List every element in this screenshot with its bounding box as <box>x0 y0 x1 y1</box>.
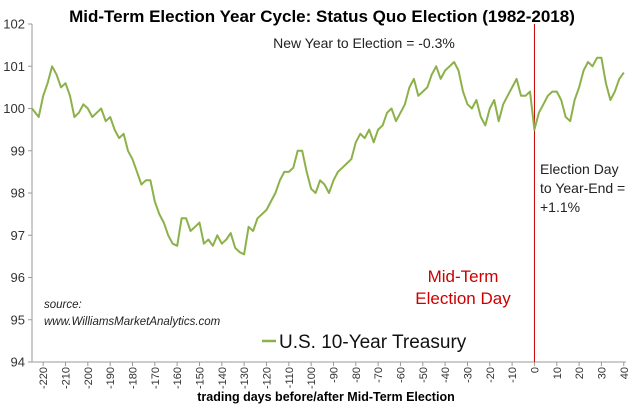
x-tick-label: -20 <box>485 367 497 383</box>
x-tick-label: -220 <box>38 367 50 389</box>
x-axis-label: trading days before/after Mid-Term Elect… <box>197 390 454 404</box>
x-tick-label: 40 <box>619 367 631 379</box>
x-tick-label: -80 <box>351 367 363 383</box>
election-day-label-line1: Mid-Term <box>428 267 499 286</box>
x-tick-label: 30 <box>596 367 608 379</box>
ytd-annotation: New Year to Election = -0.3% <box>273 35 455 51</box>
election-day-label-line2: Election Day <box>415 289 511 308</box>
x-tick-label: -130 <box>239 367 251 389</box>
x-tick-label: -210 <box>60 367 72 389</box>
x-tick-label: -150 <box>194 367 206 389</box>
y-tick-label: 100 <box>3 101 25 116</box>
x-tick-label: -120 <box>261 367 273 389</box>
post-election-annotation-line1: Election Day <box>540 161 619 177</box>
x-tick-label: -170 <box>150 367 162 389</box>
y-tick-label: 102 <box>3 17 25 32</box>
x-tick-label: -180 <box>127 367 139 389</box>
x-ticks: -220 -210 -200 -190 -180 -170 -160 -150 -140 -130… <box>38 362 631 389</box>
x-tick-label: -60 <box>395 367 407 383</box>
x-tick-label: -10 <box>507 367 519 383</box>
y-tick-label: 94 <box>11 355 25 370</box>
x-tick-label: -110 <box>284 367 296 388</box>
x-tick-label: -190 <box>105 367 117 389</box>
source-label: source: <box>44 299 82 311</box>
x-tick-label: -160 <box>172 367 184 389</box>
x-tick-label: 20 <box>574 367 586 379</box>
y-tick-label: 99 <box>11 143 25 158</box>
y-tick-label: 97 <box>11 228 25 243</box>
treasury-series-line <box>31 56 625 256</box>
chart-title: Mid-Term Election Year Cycle: Status Quo… <box>69 7 575 26</box>
legend-label: U.S. 10-Year Treasury <box>279 332 467 353</box>
x-tick-label: 0 <box>529 367 541 373</box>
x-tick-label: -40 <box>440 367 452 383</box>
x-tick-label: -70 <box>373 367 385 383</box>
y-tick-label: 95 <box>11 312 25 327</box>
x-tick-label: -100 <box>306 367 318 389</box>
y-ticks: 94 95 96 97 98 99 100 101 102 <box>3 17 32 370</box>
post-election-annotation-line3: +1.1% <box>540 199 580 215</box>
source-url: www.WilliamsMarketAnalytics.com <box>44 316 221 328</box>
y-tick-label: 101 <box>3 59 25 74</box>
legend: U.S. 10-Year Treasury <box>262 332 467 353</box>
x-tick-label: -200 <box>83 367 95 389</box>
post-election-annotation-line2: to Year-End = <box>540 180 625 196</box>
y-tick-label: 96 <box>11 270 25 285</box>
y-tick-label: 98 <box>11 186 25 201</box>
x-tick-label: -30 <box>462 367 474 383</box>
x-tick-label: -90 <box>328 367 340 383</box>
x-tick-label: -50 <box>418 367 430 383</box>
x-tick-label: 10 <box>552 367 564 379</box>
x-tick-label: -140 <box>217 367 229 389</box>
